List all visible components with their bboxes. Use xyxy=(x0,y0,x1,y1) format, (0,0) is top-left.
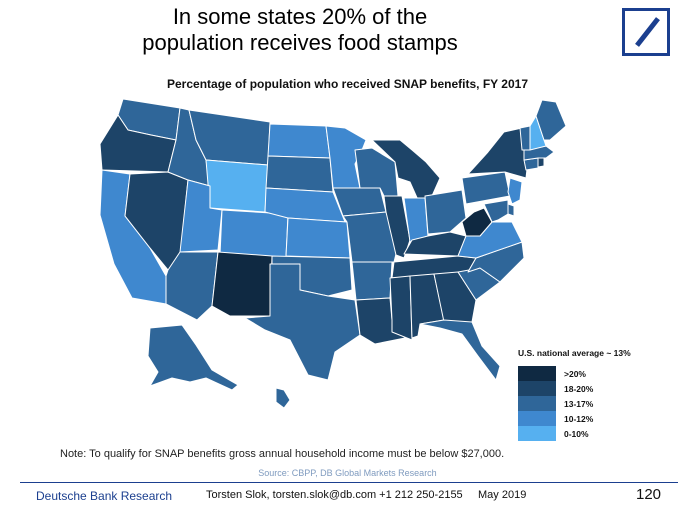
headline-line-2: population receives food stamps xyxy=(142,30,458,55)
footer-brand: Deutsche Bank Research xyxy=(36,489,173,503)
state-NY xyxy=(467,127,529,179)
footer-date: May 2019 xyxy=(478,489,527,501)
slide-headline: In some states 20% of the population rec… xyxy=(0,4,600,56)
legend-label: 18-20% xyxy=(564,383,594,394)
legend-swatch xyxy=(518,366,556,381)
state-NM xyxy=(211,251,273,317)
legend-label: 13-17% xyxy=(564,398,594,409)
state-KS xyxy=(285,217,351,259)
state-NH xyxy=(529,115,547,151)
legend-label: 0-10% xyxy=(564,428,589,439)
state-OH xyxy=(424,189,467,235)
state-WY xyxy=(205,159,269,213)
map-title: Percentage of population who received SN… xyxy=(167,77,528,91)
legend-item: >20% xyxy=(518,366,688,381)
state-RI xyxy=(537,157,545,168)
state-SD xyxy=(265,155,334,193)
state-NJ xyxy=(507,177,523,205)
state-AR xyxy=(351,261,393,301)
state-ME xyxy=(535,99,567,141)
legend-item: 0-10% xyxy=(518,426,688,441)
legend-swatch xyxy=(518,426,556,441)
legend-swatch xyxy=(518,396,556,411)
legend-item: 18-20% xyxy=(518,381,688,396)
legend-item: 13-17% xyxy=(518,396,688,411)
headline-line-1: In some states 20% of the xyxy=(172,4,428,29)
state-TX xyxy=(244,263,361,381)
state-IL xyxy=(383,195,411,259)
state-PA xyxy=(461,171,511,205)
legend-item: 10-12% xyxy=(518,411,688,426)
legend-swatch xyxy=(518,381,556,396)
legend-title: U.S. national average ~ 13% xyxy=(518,348,631,358)
map-legend: U.S. national average ~ 13% >20% 18-20% … xyxy=(518,348,688,441)
state-ND xyxy=(267,123,331,159)
state-MD xyxy=(483,199,509,223)
state-MS xyxy=(389,275,413,341)
footer-author: Torsten Slok, torsten.slok@db.com +1 212… xyxy=(206,489,463,501)
state-AK xyxy=(147,324,239,391)
state-AZ xyxy=(165,251,219,321)
state-MN xyxy=(325,125,367,189)
state-HI xyxy=(275,387,291,409)
state-VT xyxy=(519,125,531,151)
legend-label: >20% xyxy=(564,368,586,379)
page-number: 120 xyxy=(636,486,662,503)
deutsche-bank-logo-icon xyxy=(622,8,670,56)
state-FL xyxy=(419,319,501,381)
legend-label: 10-12% xyxy=(564,413,594,424)
state-DE xyxy=(507,203,515,217)
footnote: Note: To qualify for SNAP benefits gross… xyxy=(60,448,505,460)
legend-swatch xyxy=(518,411,556,426)
source-line: Source: CBPP, DB Global Markets Research xyxy=(258,468,437,478)
footer-divider xyxy=(20,482,678,483)
state-CO xyxy=(219,209,289,259)
